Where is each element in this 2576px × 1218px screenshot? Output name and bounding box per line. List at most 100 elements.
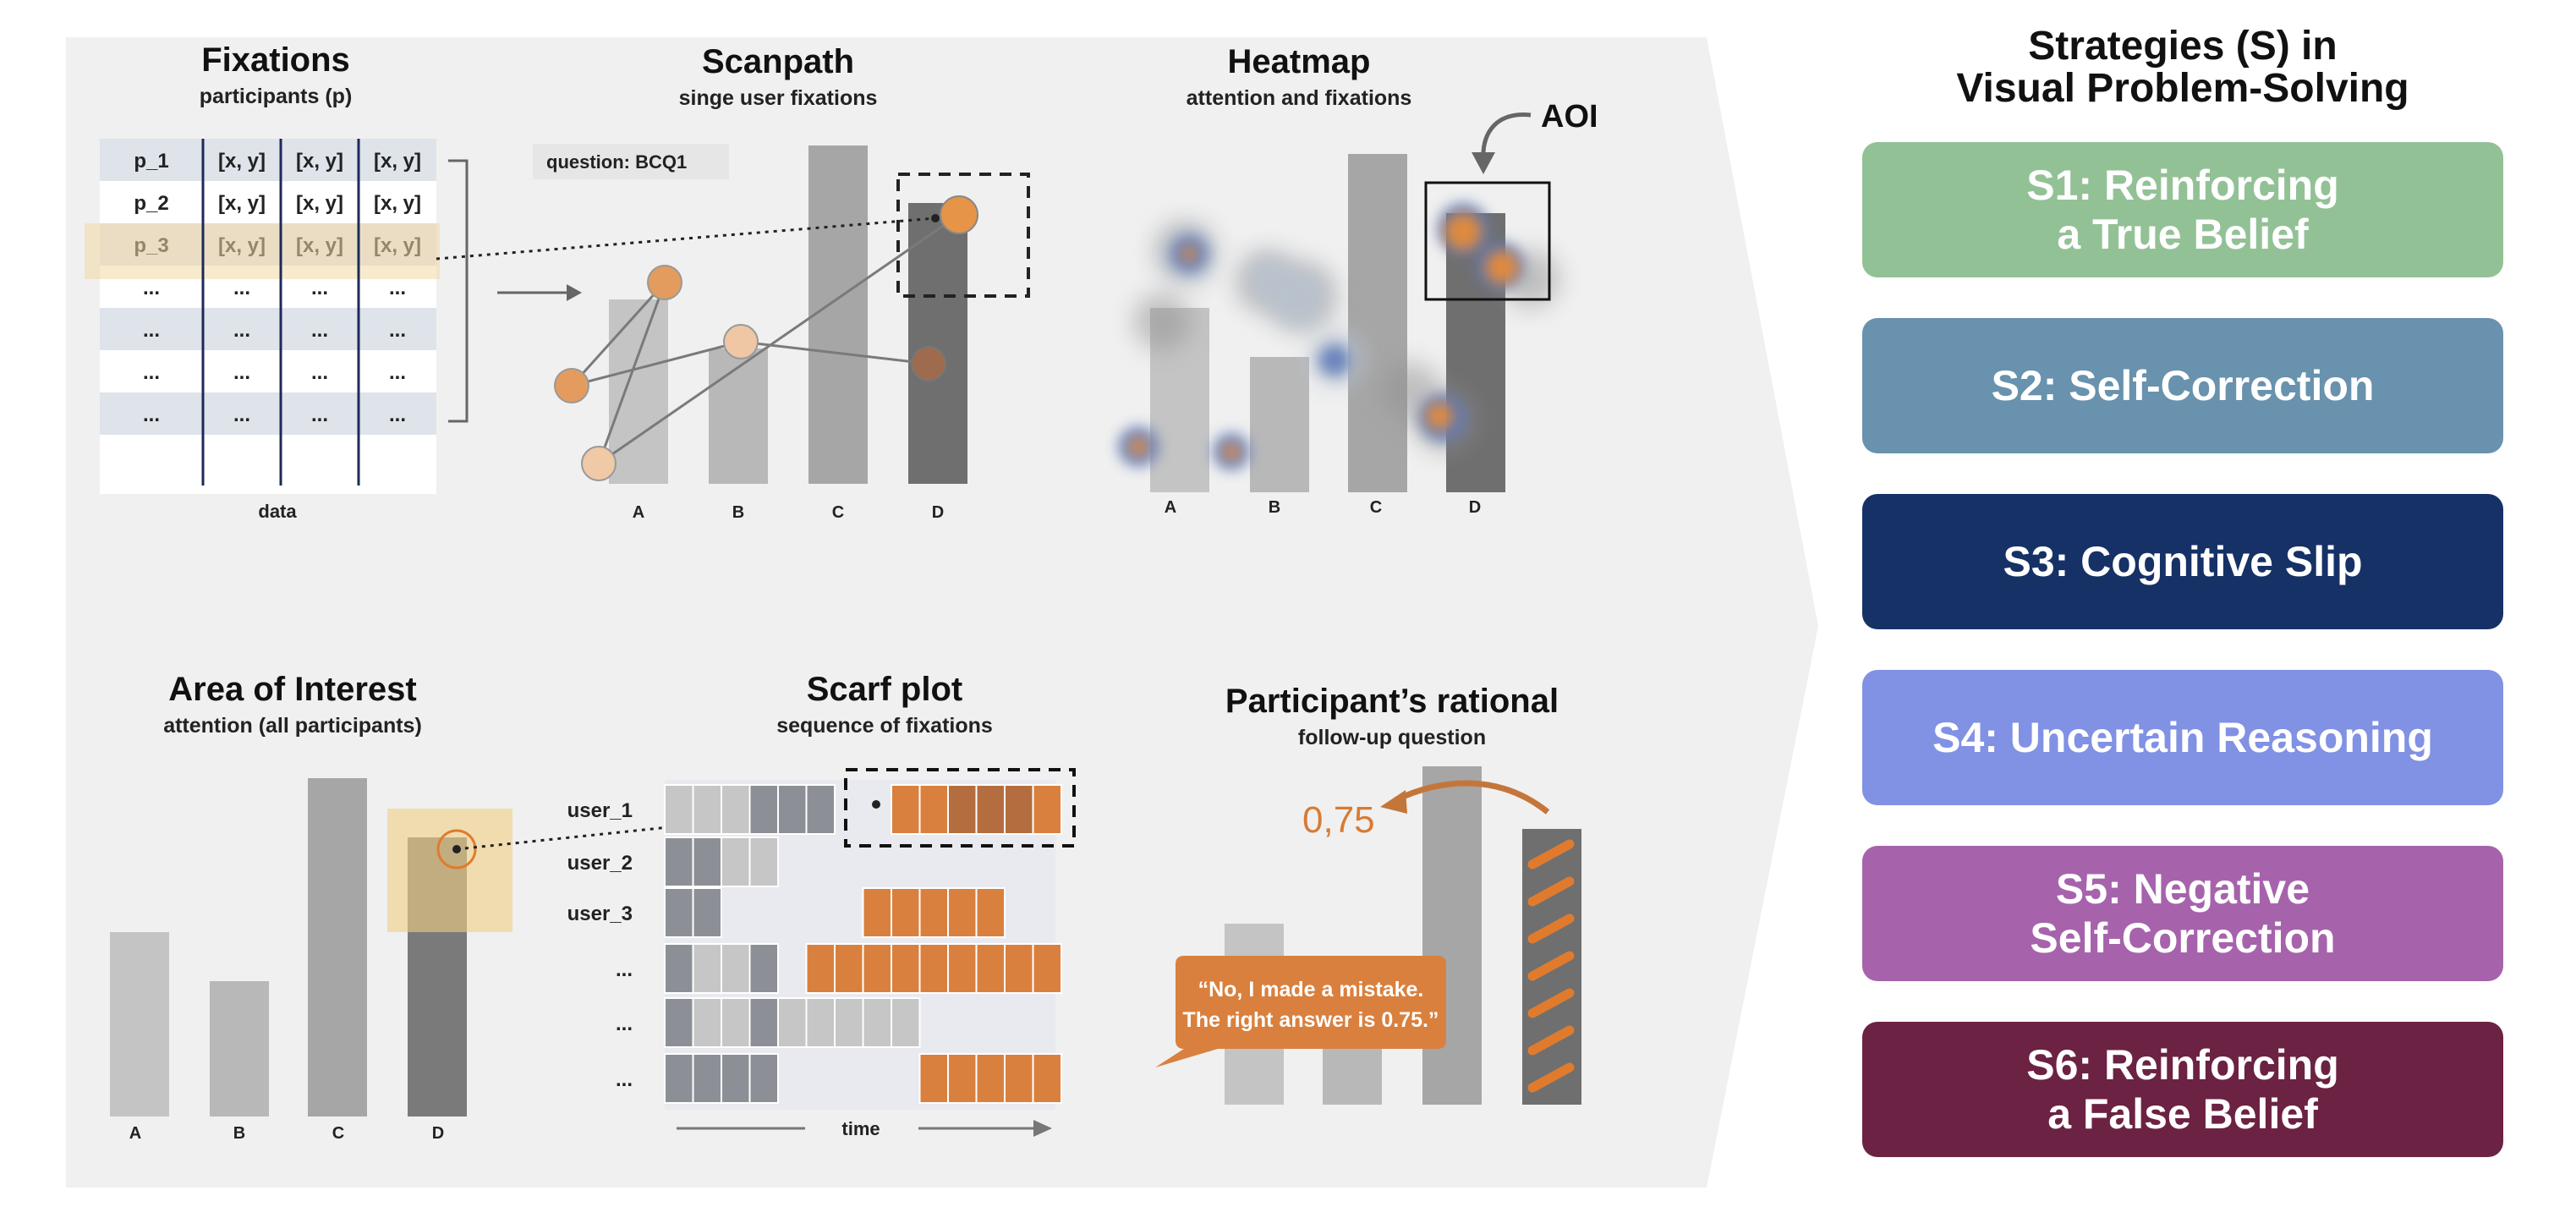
table-cell: [x, y] <box>296 150 343 173</box>
fixations-footer: data <box>258 501 297 522</box>
speech-bubble <box>1155 956 1446 1067</box>
scarf-cell <box>834 943 864 994</box>
heatmap-axis: A B C D <box>1165 498 1481 517</box>
table-row-id: ... <box>143 319 160 342</box>
scarf-cell <box>1032 1053 1062 1104</box>
scarf-connector-end <box>872 800 880 809</box>
strategy-s4: S4: Uncertain Reasoning <box>1862 670 2503 805</box>
axis-tick-label: C <box>1370 498 1382 517</box>
scarf-cell <box>891 784 921 835</box>
scarf-cell <box>918 784 949 835</box>
scarf-cell <box>862 997 892 1048</box>
fixation-dot-1 <box>647 265 682 300</box>
scanpath-axis: A B C D <box>633 503 944 522</box>
scarf-cell <box>1032 784 1062 835</box>
aoi-panel: Area of Interest attention (all particip… <box>110 671 897 1143</box>
axis-tick-label: A <box>1165 498 1176 517</box>
strategy-text: S5: Negative Self-Correction <box>2030 865 2336 962</box>
scarf-cell <box>975 784 1006 835</box>
scarf-cell <box>692 997 722 1048</box>
scarf-row-label: ... <box>616 958 633 981</box>
table-row-shade <box>100 139 436 181</box>
scanpath-subtitle: singe user fixations <box>679 86 878 110</box>
table-cell: [x, y] <box>296 192 343 215</box>
scarf-cell <box>947 1053 978 1104</box>
fixations-table: p_1 [x, y] [x, y] [x, y] p_2 [x, y] [x, y] [x, … <box>85 139 440 494</box>
question-label: question: BCQ1 <box>546 151 687 173</box>
scarf-cell <box>692 943 722 994</box>
heatmap-title: Heatmap <box>1228 43 1371 80</box>
axis-tick-label: D <box>1469 498 1481 517</box>
aoi-axis: A B C D <box>129 1124 444 1143</box>
scarf-panel: Scarf plot sequence of fixations user_1u… <box>567 671 1076 1139</box>
flow-arrowhead <box>567 284 582 301</box>
heat-blobs <box>1118 203 1559 470</box>
rational-panel: Participant’s rational follow-up questio… <box>1155 683 1581 1105</box>
scarf-cell <box>692 887 722 938</box>
scarf-cell <box>891 997 921 1048</box>
table-row-shade <box>100 392 436 435</box>
aoi-arrowhead <box>1472 152 1495 174</box>
table-cell: [x, y] <box>218 150 266 173</box>
strategies-title: Strategies (S) in Visual Problem-Solving <box>1862 25 2503 110</box>
heat-bar-c <box>1348 154 1407 492</box>
scarf-cell <box>748 997 779 1048</box>
bracket <box>448 159 469 423</box>
scarf-cells <box>664 784 1062 1104</box>
scarf-cell <box>891 943 921 994</box>
fixations-panel: Fixations participants (p) p_1 [x, y] [x, … <box>85 41 582 522</box>
scarf-row-label: user_1 <box>567 799 633 822</box>
scarf-cell <box>1004 784 1034 835</box>
aoi-panel-subtitle: attention (all participants) <box>163 714 422 738</box>
scarf-cell <box>975 887 1006 938</box>
scarf-cell <box>664 837 694 887</box>
rational-title: Participant’s rational <box>1225 683 1559 720</box>
rat-bar-d-scribbles <box>1527 839 1575 1093</box>
scarf-cell <box>664 1053 694 1104</box>
table-row-shade <box>100 308 436 350</box>
axis-tick-label: C <box>332 1124 344 1143</box>
table-row-id: ... <box>143 403 160 426</box>
aoi-fixation-ring <box>436 829 477 870</box>
p3-connector <box>436 217 936 261</box>
table-cell: ... <box>233 277 250 299</box>
table-cell: [x, y] <box>218 192 266 215</box>
aoi-box <box>1424 181 1551 301</box>
table-cell: ... <box>311 403 328 426</box>
scarf-cell <box>777 997 808 1048</box>
time-arrowhead <box>1033 1120 1052 1137</box>
scarf-cell <box>721 997 751 1048</box>
scarf-cell <box>947 943 978 994</box>
table-cell: [x, y] <box>374 150 421 173</box>
scarf-cell <box>664 887 694 938</box>
scarf-cell <box>891 887 921 938</box>
scarf-subtitle: sequence of fixations <box>776 714 993 738</box>
rat-bar-c <box>1422 766 1482 1105</box>
scarf-cell <box>748 837 779 887</box>
table-cell: ... <box>389 277 406 299</box>
scarf-cell <box>721 943 751 994</box>
aoi-panel-title: Area of Interest <box>168 671 416 708</box>
strategy-text: S2: Self-Correction <box>1991 362 2375 409</box>
scarf-cell <box>947 784 978 835</box>
axis-tick-label: B <box>233 1124 245 1143</box>
strategy-s2: S2: Self-Correction <box>1862 318 2503 453</box>
axis-tick-label: B <box>1269 498 1280 517</box>
scarf-row-labels: user_1 user_2 user_3......... <box>567 799 633 1091</box>
scarf-cell <box>862 943 892 994</box>
strategy-text: S3: Cognitive Slip <box>2003 538 2363 585</box>
axis-tick-label: D <box>932 503 944 522</box>
connector-end-dot <box>931 214 940 222</box>
table-cell: [x, y] <box>374 192 421 215</box>
scarf-cell <box>862 887 892 938</box>
aoi-bar-a <box>110 932 169 1116</box>
axis-tick-label: D <box>432 1124 444 1143</box>
scanpath-panel: Scanpath singe user fixations question: … <box>436 43 1030 522</box>
table-cell: ... <box>233 403 250 426</box>
scarf-cell <box>1004 943 1034 994</box>
heatmap-subtitle: attention and fixations <box>1187 86 1412 110</box>
table-cell: ... <box>389 319 406 342</box>
table-cell: ... <box>389 403 406 426</box>
scarf-cell <box>664 784 694 835</box>
table-row-id: ... <box>143 277 160 299</box>
